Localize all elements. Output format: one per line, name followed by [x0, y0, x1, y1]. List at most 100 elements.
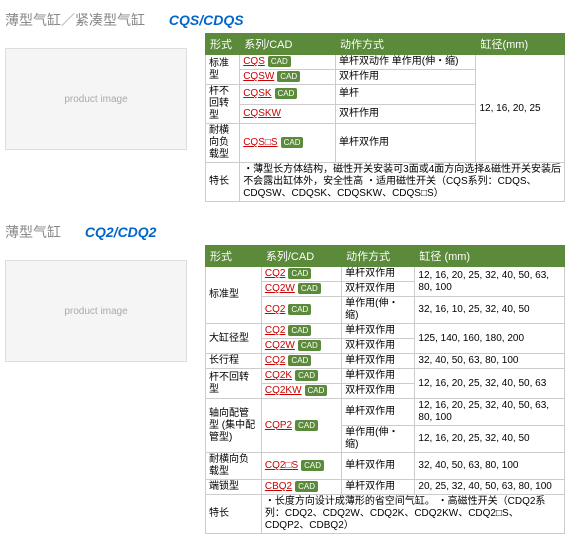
table-row: 杆不回转型 CQ2KCAD 单杆双作用 12, 16, 20, 25, 32, … [206, 369, 565, 384]
series-link[interactable]: CBQ2 [265, 481, 292, 492]
series-link[interactable]: CQ2W [265, 340, 295, 351]
cell-action: 单杆双作用 [342, 453, 415, 480]
cad-badge[interactable]: CAD [275, 88, 298, 99]
cell-bore: 32, 16, 10, 25, 32, 40, 50 [415, 297, 565, 324]
table-row: 轴向配管型 (集中配管型) CQP2CAD 单杆双作用 12, 16, 20, … [206, 399, 565, 426]
cell-form: 特长 [206, 163, 240, 202]
cad-badge[interactable]: CAD [295, 370, 318, 381]
col-series: 系列/CAD [261, 246, 341, 267]
cell-bore: 32, 40, 50, 63, 80, 100 [415, 453, 565, 480]
section2-prefix: 薄型气缸 [5, 224, 61, 240]
section1-prefix: 薄型气缸／紧凑型气缸 [5, 12, 145, 28]
cell-bore: 12, 16, 20, 25, 32, 40, 50, 63, 80, 100 [415, 399, 565, 426]
cell-series: CQ2WCAD [261, 339, 341, 354]
table-row: 端锁型 CBQ2CAD 单杆双作用 20, 25, 32, 40, 50, 63… [206, 480, 565, 495]
cell-form: 轴向配管型 (集中配管型) [206, 399, 262, 453]
cad-badge[interactable]: CAD [288, 304, 311, 315]
cell-series: CQ2CAD [261, 267, 341, 282]
series-link[interactable]: CQSW [243, 71, 274, 82]
cell-series: CQP2CAD [261, 399, 341, 453]
series-link[interactable]: CQ2 [265, 355, 286, 366]
table-row: 标准型 CQ2CAD 单杆双作用 12, 16, 20, 25, 32, 40,… [206, 267, 565, 282]
table-row: 特长 ・薄型长方体结构，磁性开关安装可3面或4面方向选择&磁性开关安装后不会露出… [206, 163, 565, 202]
cell-series: CQS□S CAD [240, 124, 336, 163]
cell-series: CQ2CAD [261, 354, 341, 369]
series-link[interactable]: CQ2 [265, 268, 286, 279]
col-series: 系列/CAD [240, 34, 336, 55]
section1-image-col: product image [5, 33, 205, 150]
series-link[interactable]: CQ2 [265, 325, 286, 336]
section1-model: CQS/CDQS [169, 12, 244, 28]
cad-badge[interactable]: CAD [277, 71, 300, 82]
cell-action: 单杆双作用 [335, 124, 475, 163]
series-link[interactable]: CQ2 [265, 304, 286, 315]
cell-form: 端锁型 [206, 480, 262, 495]
cell-series: CQ2CAD [261, 324, 341, 339]
cell-action: 单杆双作用 [342, 399, 415, 426]
cell-action: 单杆双作用 [342, 354, 415, 369]
cell-form: 杆不回转型 [206, 85, 240, 124]
table-row: 大缸径型 CQ2CAD 单杆双作用 125, 140, 160, 180, 20… [206, 324, 565, 339]
section2-table: 形式 系列/CAD 动作方式 缸径 (mm) 标准型 CQ2CAD 单杆双作用 … [205, 245, 565, 534]
cell-bore: 12, 16, 20, 25, 32, 40, 50 [415, 426, 565, 453]
cell-form: 大缸径型 [206, 324, 262, 354]
section2-title: 薄型气缸 CQ2/CDQ2 [5, 222, 566, 242]
cell-action: 单杆双作用 [342, 324, 415, 339]
series-link[interactable]: CQP2 [265, 420, 292, 431]
series-link[interactable]: CQ2K [265, 370, 292, 381]
table-row: 耐横向负载型 CQ2□SCAD 单杆双作用 32, 40, 50, 63, 80… [206, 453, 565, 480]
cell-series: CQSK CAD [240, 85, 336, 105]
cad-badge[interactable]: CAD [295, 481, 318, 492]
cell-feature: ・长度方向设计成薄形的省空间气缸。 ・高磁性开关（CDQ2系列：CDQ2、CDQ… [261, 495, 564, 534]
cell-action: 单杆双作用 [342, 480, 415, 495]
cad-badge[interactable]: CAD [268, 56, 291, 67]
cell-form: 长行程 [206, 354, 262, 369]
col-action: 动作方式 [342, 246, 415, 267]
cell-series: CQ2KCAD [261, 369, 341, 384]
cad-badge[interactable]: CAD [301, 460, 324, 471]
cell-form: 标准型 [206, 55, 240, 85]
cell-action: 单杆双作用 [342, 369, 415, 384]
col-form: 形式 [206, 34, 240, 55]
cad-badge[interactable]: CAD [288, 325, 311, 336]
cad-badge[interactable]: CAD [288, 268, 311, 279]
series-link[interactable]: CQSKW [243, 108, 281, 119]
cad-badge[interactable]: CAD [295, 420, 318, 431]
cell-series: CQ2□SCAD [261, 453, 341, 480]
cell-form: 标准型 [206, 267, 262, 324]
section1-table: 形式 系列/CAD 动作方式 缸径(mm) 标准型 CQSCAD 单杆双动作 单… [205, 33, 565, 202]
col-action: 动作方式 [335, 34, 475, 55]
series-link[interactable]: CQS□S [243, 137, 277, 148]
cell-action: 双杆作用 [335, 70, 475, 85]
cell-bore: 20, 25, 32, 40, 50, 63, 80, 100 [415, 480, 565, 495]
cad-badge[interactable]: CAD [298, 283, 321, 294]
cell-action: 单作用(伸・缩) [342, 426, 415, 453]
series-link[interactable]: CQ2W [265, 283, 295, 294]
cad-badge[interactable]: CAD [305, 385, 328, 396]
cell-form: 杆不回转型 [206, 369, 262, 399]
section2-image-col: product image [5, 245, 205, 362]
cell-bore: 125, 140, 160, 180, 200 [415, 324, 565, 354]
col-form: 形式 [206, 246, 262, 267]
section1-title: 薄型气缸／紧凑型气缸 CQS/CDQS [5, 10, 566, 30]
table-row: 特长 ・长度方向设计成薄形的省空间气缸。 ・高磁性开关（CDQ2系列：CDQ2、… [206, 495, 565, 534]
cell-series: CQ2CAD [261, 297, 341, 324]
series-link[interactable]: CQSK [243, 88, 271, 99]
cad-badge[interactable]: CAD [288, 355, 311, 366]
cad-badge[interactable]: CAD [281, 137, 304, 148]
cell-series: CBQ2CAD [261, 480, 341, 495]
cell-bore: 12, 16, 20, 25 [476, 55, 565, 163]
series-link[interactable]: CQ2KW [265, 385, 302, 396]
cell-action: 单杆双作用 [342, 267, 415, 282]
cell-series: CQSWCAD [240, 70, 336, 85]
cad-badge[interactable]: CAD [298, 340, 321, 351]
cell-form: 耐横向负载型 [206, 453, 262, 480]
cell-action: 双杆双作用 [342, 339, 415, 354]
product-image-1: product image [5, 48, 187, 150]
section2-model: CQ2/CDQ2 [85, 224, 157, 240]
series-link[interactable]: CQS [243, 56, 265, 67]
series-link[interactable]: CQ2□S [265, 460, 298, 471]
cell-action: 单作用(伸・缩) [342, 297, 415, 324]
cell-action: 双杆作用 [335, 104, 475, 124]
cell-form: 耐横向负载型 [206, 124, 240, 163]
